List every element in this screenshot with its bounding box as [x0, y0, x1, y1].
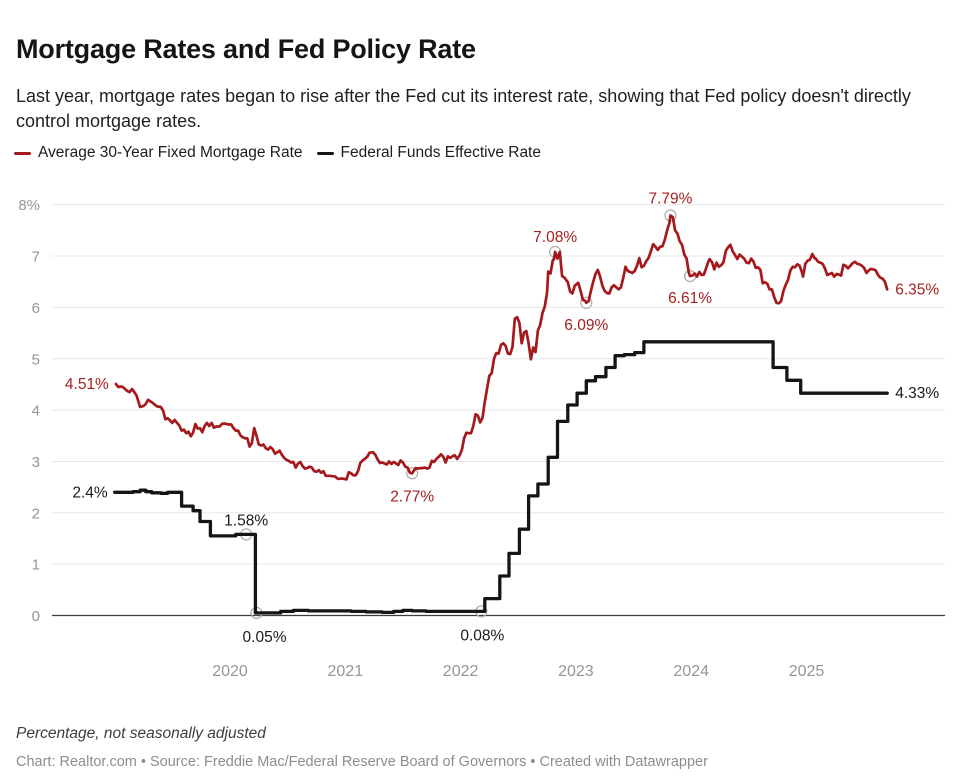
svg-text:2023: 2023: [558, 663, 594, 680]
svg-text:2021: 2021: [328, 663, 364, 680]
svg-text:2: 2: [32, 505, 40, 522]
legend: Average 30-Year Fixed Mortgage Rate Fede…: [14, 144, 541, 162]
svg-text:4.51%: 4.51%: [65, 376, 109, 393]
svg-text:4: 4: [32, 403, 40, 420]
legend-label-mortgage: Average 30-Year Fixed Mortgage Rate: [38, 144, 303, 161]
legend-label-fed-funds: Federal Funds Effective Rate: [340, 144, 541, 161]
svg-text:0.05%: 0.05%: [243, 629, 287, 646]
svg-text:7: 7: [32, 249, 40, 266]
svg-text:2.4%: 2.4%: [72, 484, 108, 501]
svg-text:6: 6: [32, 300, 40, 317]
line-chart: 8% 7 6 5 4 3 2 1 0 2020 2021 2022 2023 2024 2025 4.51% 2…: [18, 190, 945, 680]
svg-text:2022: 2022: [443, 663, 479, 680]
fed-funds-line-swatch-icon: [316, 151, 334, 155]
svg-text:5: 5: [32, 351, 40, 368]
chart-title: Mortgage Rates and Fed Policy Rate: [16, 34, 476, 65]
svg-text:2025: 2025: [789, 663, 825, 680]
legend-item-mortgage: Average 30-Year Fixed Mortgage Rate: [14, 144, 303, 162]
svg-text:6.09%: 6.09%: [564, 317, 608, 334]
svg-text:4.33%: 4.33%: [895, 385, 939, 402]
svg-text:1: 1: [32, 557, 40, 574]
mortgage-line-swatch-icon: [14, 151, 31, 155]
svg-text:3: 3: [32, 454, 40, 471]
svg-text:2.77%: 2.77%: [390, 488, 434, 505]
svg-text:2020: 2020: [212, 663, 248, 680]
svg-text:6.61%: 6.61%: [668, 290, 712, 307]
legend-item-fed-funds: Federal Funds Effective Rate: [316, 144, 541, 162]
chart-description: Last year, mortgage rates began to rise …: [16, 86, 911, 131]
svg-text:7.08%: 7.08%: [533, 229, 577, 246]
svg-text:0.08%: 0.08%: [460, 627, 504, 644]
svg-text:8%: 8%: [18, 197, 40, 214]
svg-text:6.35%: 6.35%: [895, 281, 939, 298]
svg-text:2024: 2024: [673, 663, 709, 680]
footer-attribution: Chart: Realtor.com • Source: Freddie Mac…: [16, 753, 708, 770]
svg-text:1.58%: 1.58%: [224, 512, 268, 529]
chart-area: 8% 7 6 5 4 3 2 1 0 2020 2021 2022 2023 2024 2025 4.51% 2…: [0, 185, 960, 690]
svg-text:7.79%: 7.79%: [648, 190, 692, 207]
footer-note: Percentage, not seasonally adjusted: [16, 724, 266, 742]
svg-text:0: 0: [32, 608, 40, 625]
